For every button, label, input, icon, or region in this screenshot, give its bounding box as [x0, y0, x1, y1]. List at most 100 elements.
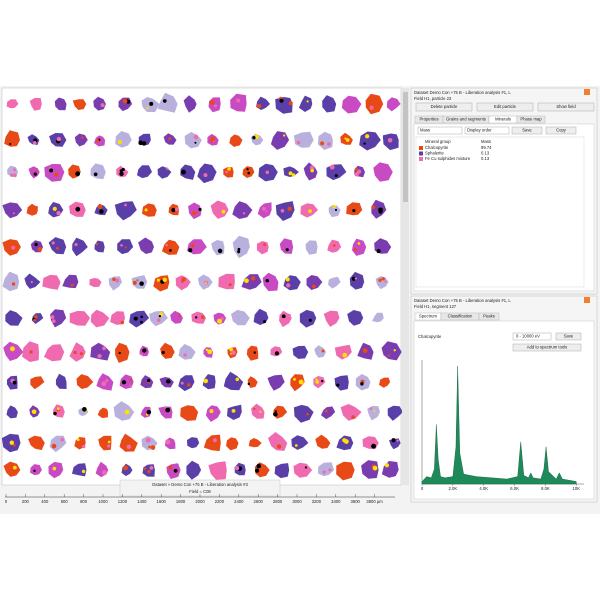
- particle-speck: [203, 378, 209, 384]
- particle: [321, 406, 336, 420]
- mineral-swatch: [419, 151, 423, 156]
- particle-speck: [117, 139, 122, 144]
- close-button[interactable]: [584, 297, 590, 303]
- particle-speck: [120, 243, 123, 247]
- particle-speck: [227, 167, 231, 171]
- particle: [323, 310, 340, 327]
- add-button[interactable]: [512, 343, 582, 352]
- particle-speck: [173, 468, 178, 473]
- tab[interactable]: [516, 115, 546, 124]
- particle-speck: [281, 314, 286, 319]
- scroll-thumb[interactable]: [403, 92, 408, 202]
- particle-speck: [204, 282, 207, 285]
- particle-speck: [315, 379, 320, 384]
- particle: [232, 235, 250, 259]
- particle: [119, 433, 138, 452]
- tab-label: Grains and segments: [446, 117, 486, 122]
- panel-button[interactable]: [415, 102, 473, 112]
- particle-speck: [82, 444, 86, 449]
- scrollbar[interactable]: [402, 88, 409, 485]
- particle-speck: [12, 173, 17, 178]
- particle-speck: [321, 379, 324, 383]
- particle-speck: [29, 350, 33, 354]
- particle-speck: [129, 384, 132, 387]
- particle: [26, 203, 38, 216]
- particle: [386, 97, 401, 112]
- particle-speck: [261, 206, 266, 211]
- particle: [55, 373, 67, 389]
- spectrum-chart: 0 2.0K 4.0K 6.0K 8.0K 10K: [421, 360, 584, 491]
- particle-speck: [294, 444, 298, 447]
- particle-speck: [217, 318, 223, 324]
- range-dropdown[interactable]: [512, 332, 552, 341]
- particle-speck: [123, 465, 128, 471]
- particle: [90, 309, 110, 328]
- ruler-label: 3600: [351, 499, 361, 504]
- particle: [6, 99, 19, 109]
- particle-speck: [371, 443, 377, 449]
- particle-speck: [315, 378, 318, 381]
- dropdown[interactable]: [417, 126, 463, 135]
- particle-speck: [357, 242, 361, 245]
- mineral-controls: Mass Display order Save Copy: [417, 126, 577, 135]
- particle-speck: [148, 445, 151, 449]
- x-tick-label: 8.0K: [541, 486, 550, 491]
- particle-speck: [97, 353, 102, 359]
- particle: [72, 237, 88, 257]
- particle-speck: [327, 142, 331, 146]
- particle: [5, 310, 23, 326]
- particle: [231, 309, 250, 326]
- particle-speck: [146, 106, 149, 110]
- particle: [138, 237, 154, 254]
- control-button[interactable]: [511, 126, 543, 135]
- particle: [72, 99, 87, 110]
- particle: [314, 345, 327, 358]
- particle-speck: [231, 350, 236, 355]
- particle-speck: [387, 137, 393, 143]
- particle-speck: [246, 168, 249, 171]
- mineral-mass: 0.13: [481, 151, 490, 156]
- particle-speck: [133, 316, 138, 321]
- particle-speck: [247, 171, 251, 175]
- save-button[interactable]: [555, 332, 582, 341]
- particle: [347, 310, 364, 326]
- particle: [44, 344, 65, 362]
- particle: [142, 203, 157, 217]
- particle: [93, 96, 106, 111]
- panel-button[interactable]: [476, 102, 534, 112]
- particle: [48, 461, 64, 479]
- particle-speck: [352, 209, 356, 213]
- particle-speck: [244, 278, 249, 284]
- control-button[interactable]: [545, 126, 577, 135]
- particle: [318, 462, 335, 477]
- panel-button[interactable]: [537, 102, 595, 112]
- tab[interactable]: [478, 312, 500, 321]
- particle: [315, 434, 331, 449]
- particle-speck: [162, 99, 167, 103]
- particle: [175, 275, 191, 291]
- particle: [232, 201, 253, 219]
- particle: [62, 274, 79, 289]
- particle-speck: [207, 349, 213, 355]
- particle: [69, 342, 86, 362]
- dropdown[interactable]: [464, 126, 510, 135]
- particle-speck: [32, 140, 37, 145]
- mineral-name: Chalcopyrite: [425, 145, 449, 150]
- particle-speck: [362, 348, 368, 354]
- particle: [381, 341, 402, 361]
- particle: [230, 93, 247, 112]
- table-header: Mass: [481, 139, 491, 144]
- particle-speck: [276, 444, 282, 449]
- particle: [160, 342, 175, 359]
- close-button[interactable]: [584, 89, 590, 95]
- particle-speck: [342, 352, 348, 358]
- particle-speck: [102, 346, 106, 351]
- particle: [30, 376, 45, 390]
- particle-speck: [12, 380, 17, 385]
- particle-speck: [296, 140, 301, 145]
- particle-speck: [308, 318, 312, 322]
- particle-speck: [306, 100, 309, 103]
- particle-speck: [169, 249, 172, 252]
- particle-speck: [265, 210, 268, 213]
